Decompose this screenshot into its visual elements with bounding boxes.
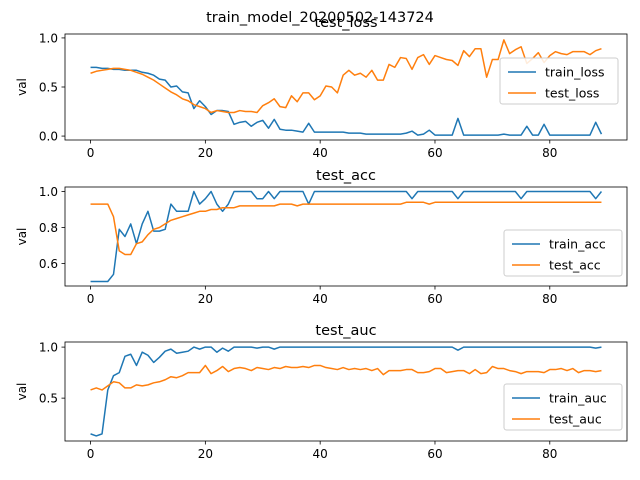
axes-title: test_loss	[314, 15, 377, 31]
x-tick-label: 80	[542, 447, 557, 461]
x-tick-label: 20	[198, 292, 213, 306]
x-tick-label: 80	[542, 146, 557, 160]
series-line-test_acc	[90, 201, 602, 256]
x-tick-label: 40	[313, 447, 328, 461]
series-line-train_loss	[90, 66, 603, 136]
legend-label-train_auc: train_auc	[549, 391, 607, 406]
y-tick-label: 0.5	[39, 392, 58, 406]
axes-title: test_auc	[315, 323, 376, 339]
x-tick-label: 40	[313, 146, 328, 160]
series-line-test_loss	[90, 39, 602, 114]
figure-suptitle: train_model_20200502-143724	[206, 10, 434, 26]
axes-frame	[64, 186, 628, 287]
x-tick-label: 80	[542, 292, 557, 306]
axes-frame	[64, 341, 628, 442]
axes-title: test_acc	[316, 168, 376, 184]
legend-label-train_loss: train_loss	[545, 65, 605, 80]
legend-label-test_auc: test_auc	[549, 412, 602, 427]
x-tick-label: 60	[427, 292, 442, 306]
y-axis-label: val	[15, 78, 29, 96]
x-tick-label: 20	[198, 447, 213, 461]
y-tick-label: 0.6	[39, 257, 58, 271]
x-tick-label: 60	[427, 146, 442, 160]
legend-label-test_acc: test_acc	[549, 258, 601, 273]
y-axis-label: val	[15, 383, 29, 401]
legend-label-train_acc: train_acc	[549, 237, 606, 252]
y-tick-label: 0.5	[39, 81, 58, 95]
series-line-test_auc	[90, 364, 602, 391]
y-tick-label: 1.0	[39, 31, 58, 45]
series-line-train_auc	[90, 346, 602, 437]
y-axis-label: val	[15, 228, 29, 246]
x-tick-label: 20	[198, 146, 213, 160]
x-tick-label: 40	[313, 292, 328, 306]
y-tick-label: 1.0	[39, 341, 58, 355]
legend-label-test_loss: test_loss	[545, 86, 599, 101]
y-tick-label: 0.0	[39, 130, 58, 144]
y-tick-label: 0.8	[39, 221, 58, 235]
chart-panel-test_loss: 0 20 40 60 800.00.51.0test_lossvaltrain_loss…	[15, 15, 628, 160]
x-tick-label: 0	[87, 292, 95, 306]
x-tick-label: 0	[87, 447, 95, 461]
x-tick-label: 0	[87, 146, 95, 160]
x-tick-label: 60	[427, 447, 442, 461]
y-tick-label: 1.0	[39, 185, 58, 199]
series-line-train_acc	[90, 190, 603, 283]
